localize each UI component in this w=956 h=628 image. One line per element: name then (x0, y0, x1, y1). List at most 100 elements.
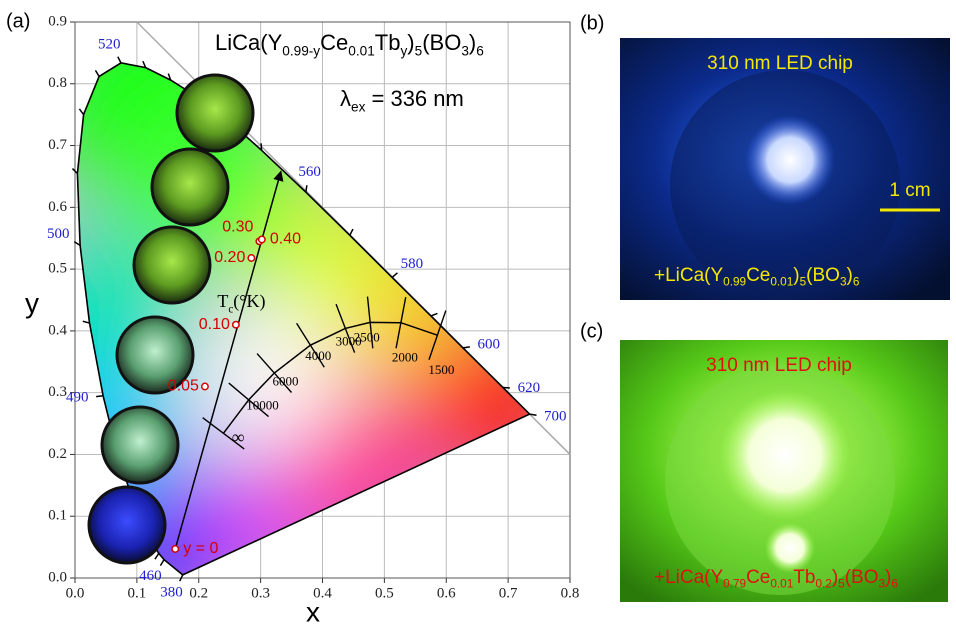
x-tick-label: 0.5 (375, 585, 394, 601)
x-tick-label: 0.2 (189, 585, 208, 601)
sample-point (259, 236, 265, 242)
y-tick-label: 0.8 (48, 75, 67, 91)
chart-title-part: Ce (320, 30, 348, 55)
sample-point (172, 546, 178, 552)
photo-formula-part: 0.79 (723, 578, 746, 591)
led-chip (720, 390, 850, 520)
locus-tick (431, 313, 438, 316)
photo-formula-part: (BO (806, 265, 840, 286)
locus-tick (392, 273, 397, 278)
photo-formula-part: 0.01 (770, 276, 793, 289)
chart-title-part: 0.99-y (282, 43, 320, 58)
photo-formula-part: Ce (746, 265, 770, 286)
wavelength-label: 520 (98, 37, 121, 53)
photo-caption: 310 nm LED chip (707, 53, 853, 74)
cct-label: 2000 (392, 350, 418, 365)
led-chip (745, 115, 835, 205)
y-tick-label: 0.4 (48, 322, 67, 338)
chart-title-part: LiCa(Y (215, 30, 283, 55)
sample-photo (102, 407, 178, 483)
y-tick-label: 0.5 (48, 261, 67, 277)
cct-label: ∞ (232, 427, 245, 447)
wavelength-label: 700 (544, 409, 567, 425)
y-tick-label: 0.9 (48, 13, 67, 29)
wavelength-label: 600 (477, 336, 500, 352)
panel-label: (c) (580, 320, 603, 342)
photo-formula-part: Tb (793, 567, 815, 588)
sample-photo (152, 149, 228, 225)
chart-title-part: Tb (375, 30, 401, 55)
photo-formula-part: Ce (746, 567, 770, 588)
chart-subtitle-part: λ (340, 86, 351, 111)
y-tick-label: 0.6 (48, 199, 67, 215)
y-tick-label: 0.2 (48, 446, 67, 462)
locus-tick (96, 396, 103, 397)
chart-title-part: 3 (461, 43, 469, 58)
x-tick-label: 0.6 (437, 585, 456, 601)
chart-subtitle: λex = 336 nm (340, 86, 464, 114)
wavelength-label: 460 (139, 568, 162, 584)
figure: (a) (b) (c) x y 0.00.10.20.30.40.50.60.7… (0, 0, 956, 628)
x-tick-label: 0.0 (66, 585, 85, 601)
locus-tick (261, 143, 262, 150)
sample-photo (134, 227, 210, 303)
x-tick-label: 0.3 (251, 585, 270, 601)
wavelength-label: 580 (401, 256, 424, 272)
locus-tick (350, 229, 353, 235)
cct-title-part: (°K) (233, 291, 265, 312)
wavelength-label: 380 (160, 584, 183, 600)
chart-title-part: 0.01 (348, 43, 375, 58)
chart-title: LiCa(Y0.99-yCe0.01Tby)5(BO3)6 (215, 30, 484, 58)
x-tick-label: 0.4 (313, 585, 332, 601)
wavelength-label: 500 (47, 226, 70, 242)
wavelength-label: 560 (298, 164, 321, 180)
led-glow (765, 523, 815, 573)
sample-label: 0.20 (214, 249, 245, 266)
wavelength-label: 620 (518, 380, 541, 396)
x-tick-label: 0.1 (128, 585, 147, 601)
photo-formula-part: 0.2 (815, 578, 831, 591)
x-tick-label: 0.7 (499, 585, 518, 601)
y-tick-label: 0.0 (48, 569, 67, 585)
cct-label: 1500 (428, 362, 454, 377)
x-tick-label: 0.8 (561, 585, 580, 601)
cct-label: 3000 (336, 334, 362, 349)
sample-label: 0.30 (222, 219, 253, 236)
cct-title-part: T (217, 291, 228, 311)
locus-tick (79, 109, 83, 115)
photo-formula-part: 0.99 (723, 276, 746, 289)
y-tick-label: 0.7 (48, 137, 67, 153)
photo-formula-part: 6 (891, 578, 898, 591)
scale-label: 1 cm (889, 180, 930, 201)
sample-point (233, 322, 239, 328)
y-tick-label: 0.3 (48, 384, 67, 400)
photo-caption: 310 nm LED chip (706, 355, 852, 376)
sample-label: 0.05 (168, 378, 199, 395)
locus-tick (155, 553, 159, 559)
panel-label: (b) (580, 12, 604, 34)
photo-formula-part: +LiCa(Y (654, 265, 723, 286)
chart-title-part: ) (407, 30, 414, 55)
sample-photo (177, 75, 253, 151)
sample-point (202, 383, 208, 389)
sample-photo (89, 487, 165, 563)
sample-label: 0.40 (270, 231, 301, 248)
photo-formula-part: (BO (845, 567, 879, 588)
chart-title-part: (BO (422, 30, 461, 55)
y-tick-label: 0.1 (48, 508, 67, 524)
locus-tick (95, 70, 99, 76)
locus-tick (306, 185, 307, 192)
photo-formula-part: 6 (853, 276, 860, 289)
chart-title-part: ) (469, 30, 476, 55)
chart-title-part: 5 (415, 43, 423, 58)
sample-point (248, 255, 254, 261)
cct-label: 4000 (305, 348, 331, 363)
locus-tick (463, 347, 470, 348)
locus-tick (160, 560, 164, 566)
cct-label: 6000 (273, 373, 299, 388)
sample-label: y = 0 (183, 540, 218, 557)
chart-subtitle-part: ex (351, 99, 366, 114)
chart-subtitle-part: = 336 nm (365, 86, 463, 111)
photo-formula-part: 0.01 (770, 578, 793, 591)
photo-formula-part: +LiCa(Y (654, 567, 723, 588)
